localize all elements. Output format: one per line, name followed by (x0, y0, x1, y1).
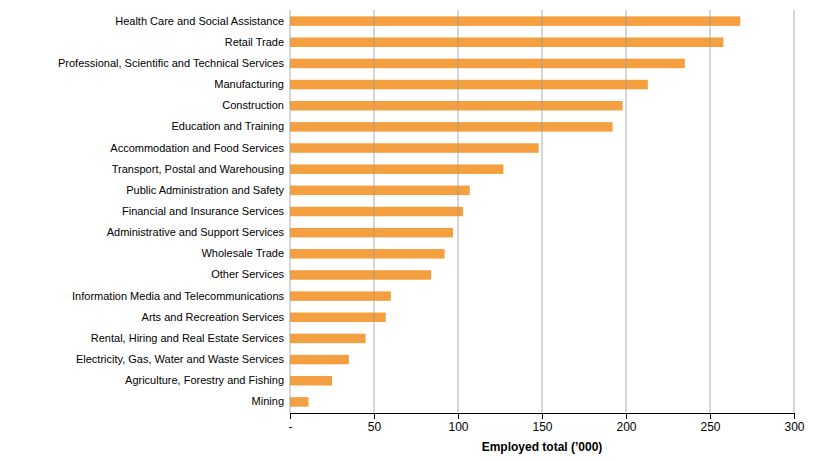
x-tick-label: 250 (700, 420, 720, 434)
bar (290, 122, 613, 132)
x-tick-mark (710, 413, 711, 419)
y-tick: Education and Training (171, 120, 284, 132)
bar (290, 207, 463, 217)
y-tick: Professional, Scientific and Technical S… (58, 57, 285, 69)
x-tick-label: 50 (368, 420, 382, 434)
y-tick-label: Retail Trade (225, 36, 284, 48)
x-tick: - (289, 413, 293, 434)
y-tick: Health Care and Social Assistance (115, 15, 284, 27)
y-tick: Mining (252, 395, 284, 407)
x-tick-label: 300 (784, 420, 804, 434)
grid-line (290, 10, 291, 413)
x-axis: - 50 100 150 200 250 300 (289, 413, 805, 434)
bar (290, 80, 648, 90)
y-tick-label: Other Services (211, 268, 284, 280)
bar (290, 270, 431, 280)
y-tick-label: Manufacturing (214, 78, 284, 90)
x-tick-mark (374, 413, 375, 419)
x-tick-mark (542, 413, 543, 419)
bar (290, 186, 470, 196)
y-tick: Financial and Insurance Services (122, 205, 285, 217)
bar (290, 376, 332, 386)
y-axis: Health Care and Social Assistance Retail … (58, 15, 285, 408)
grid-line (794, 10, 795, 413)
x-tick-mark (290, 413, 291, 419)
y-tick: Information Media and Telecommunications (72, 290, 284, 302)
x-tick: 50 (368, 413, 382, 434)
bar (290, 38, 723, 48)
bar (290, 228, 453, 238)
y-tick: Manufacturing (214, 78, 284, 90)
bar (290, 397, 308, 407)
y-tick: Rental, Hiring and Real Estate Services (91, 332, 285, 344)
x-tick-mark (458, 413, 459, 419)
y-tick: Accommodation and Food Services (110, 142, 284, 154)
x-tick-label: 150 (532, 420, 552, 434)
y-tick: Electricity, Gas, Water and Waste Servic… (76, 353, 285, 365)
y-tick: Arts and Recreation Services (142, 311, 285, 323)
x-axis-title: Employed total (’000) (482, 440, 603, 454)
x-tick-label: 200 (616, 420, 636, 434)
bar (290, 101, 623, 111)
x-tick-mark (794, 413, 795, 419)
x-tick: 200 (616, 413, 636, 434)
y-tick: Transport, Postal and Warehousing (112, 163, 284, 175)
y-tick: Public Administration and Safety (126, 184, 284, 196)
y-tick: Retail Trade (225, 36, 284, 48)
x-tick: 150 (532, 413, 552, 434)
x-tick: 300 (784, 413, 804, 434)
y-tick: Other Services (211, 268, 284, 280)
y-tick-label: Professional, Scientific and Technical S… (58, 57, 285, 69)
y-tick-label: Accommodation and Food Services (110, 142, 284, 154)
y-tick: Administrative and Support Services (107, 226, 285, 238)
bar (290, 249, 445, 259)
y-tick: Wholesale Trade (201, 247, 284, 259)
y-tick: Agriculture, Forestry and Fishing (125, 374, 284, 386)
y-tick-label: Agriculture, Forestry and Fishing (125, 374, 284, 386)
y-tick-label: Electricity, Gas, Water and Waste Servic… (76, 353, 285, 365)
chart: - 50 100 150 200 250 300 Health Care and Social… (0, 0, 819, 461)
bar (290, 313, 386, 323)
y-tick-label: Mining (252, 395, 284, 407)
grid-line (458, 10, 459, 413)
x-tick: 100 (448, 413, 468, 434)
y-tick-label: Health Care and Social Assistance (115, 15, 284, 27)
y-tick-label: Wholesale Trade (201, 247, 284, 259)
plot: - 50 100 150 200 250 300 Health Care and Social… (58, 10, 805, 454)
grid (290, 10, 794, 413)
bar (290, 334, 366, 344)
y-tick-label: Construction (222, 99, 284, 111)
grid-line (374, 10, 375, 413)
bar (290, 143, 539, 153)
x-tick-label: - (289, 420, 293, 434)
x-tick-label: 100 (448, 420, 468, 434)
bar (290, 355, 349, 365)
y-tick-label: Public Administration and Safety (126, 184, 284, 196)
y-tick-label: Transport, Postal and Warehousing (112, 163, 284, 175)
x-tick: 250 (700, 413, 720, 434)
bars (290, 16, 740, 406)
grid-line (710, 10, 711, 413)
bar (290, 291, 391, 301)
y-tick-label: Education and Training (171, 120, 284, 132)
y-tick-label: Administrative and Support Services (107, 226, 285, 238)
bar (290, 164, 503, 174)
y-tick-label: Financial and Insurance Services (122, 205, 285, 217)
grid-line (542, 10, 543, 413)
bar (290, 59, 685, 69)
y-tick: Construction (222, 99, 284, 111)
y-tick-label: Rental, Hiring and Real Estate Services (91, 332, 285, 344)
bar (290, 16, 740, 26)
grid-line (626, 10, 627, 413)
x-tick-mark (626, 413, 627, 419)
x-axis-line (291, 414, 795, 420)
y-tick-label: Arts and Recreation Services (142, 311, 285, 323)
y-tick-label: Information Media and Telecommunications (72, 290, 284, 302)
